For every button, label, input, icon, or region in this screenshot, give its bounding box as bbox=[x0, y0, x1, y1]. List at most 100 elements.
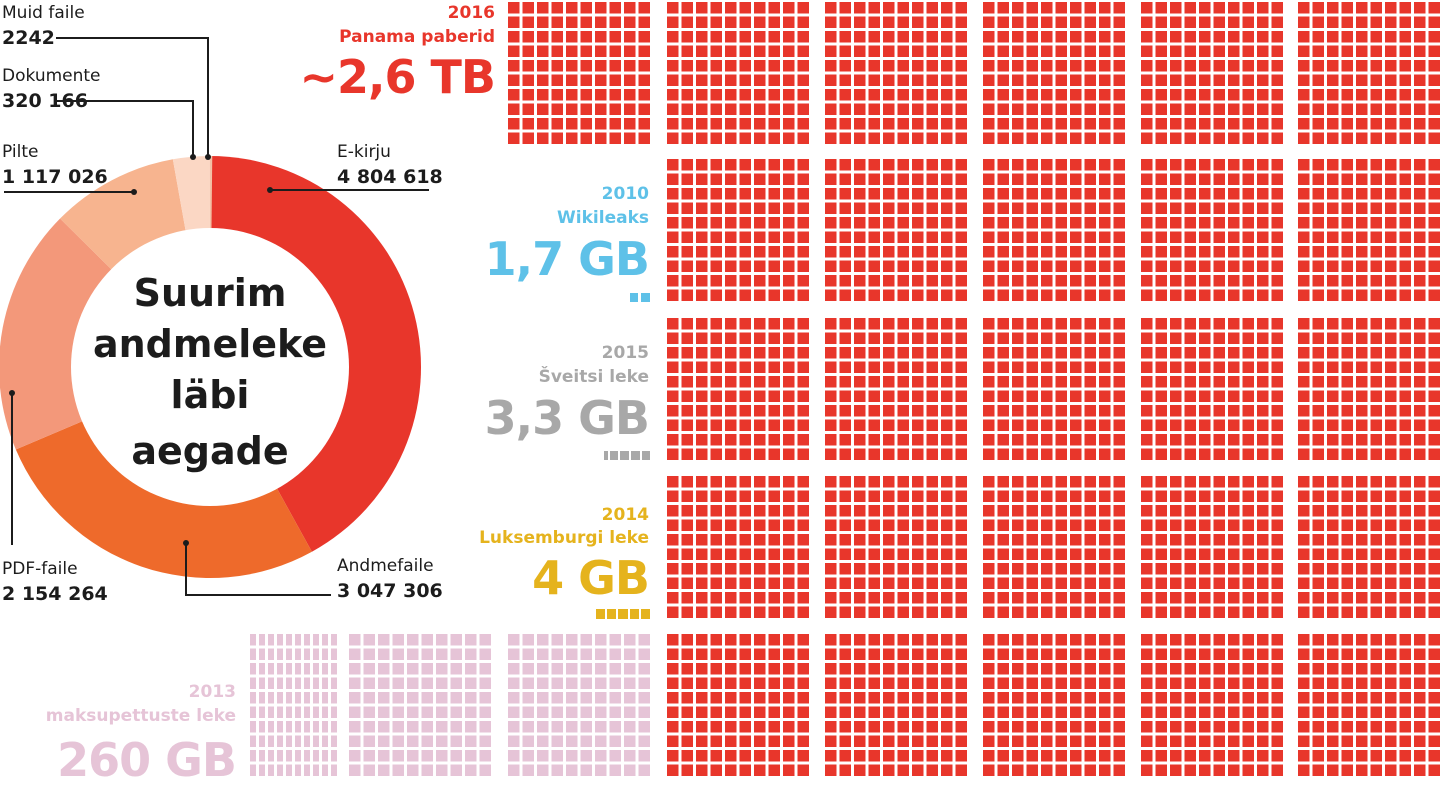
data-block bbox=[883, 476, 895, 488]
data-block bbox=[768, 45, 780, 57]
data-block bbox=[1385, 677, 1397, 689]
data-block bbox=[1099, 202, 1111, 214]
data-block bbox=[1055, 202, 1067, 214]
data-block bbox=[739, 159, 751, 171]
data-block bbox=[1370, 260, 1382, 272]
data-block bbox=[1026, 606, 1038, 618]
data-block bbox=[897, 188, 909, 200]
data-block bbox=[1341, 2, 1353, 14]
data-block bbox=[1070, 519, 1082, 531]
data-block bbox=[696, 118, 708, 130]
data-block bbox=[868, 490, 880, 502]
data-block bbox=[1055, 648, 1067, 660]
data-block bbox=[825, 534, 837, 546]
data-block bbox=[1242, 2, 1254, 14]
data-block bbox=[1312, 246, 1324, 258]
data-block bbox=[1298, 275, 1310, 287]
data-block bbox=[768, 634, 780, 646]
data-block bbox=[421, 692, 433, 704]
data-block bbox=[797, 563, 809, 575]
data-block bbox=[1399, 118, 1411, 130]
data-block bbox=[725, 663, 737, 675]
data-block bbox=[1213, 721, 1225, 733]
data-block bbox=[868, 721, 880, 733]
data-block bbox=[912, 231, 924, 243]
data-block bbox=[1084, 202, 1096, 214]
data-block bbox=[580, 634, 592, 646]
wikileaks-marker bbox=[630, 293, 650, 302]
data-block bbox=[912, 677, 924, 689]
data-block bbox=[955, 419, 967, 431]
data-block bbox=[883, 347, 895, 359]
data-block bbox=[1199, 390, 1211, 402]
data-block bbox=[710, 188, 722, 200]
data-block bbox=[1041, 750, 1053, 762]
data-block bbox=[868, 16, 880, 28]
data-block bbox=[941, 361, 953, 373]
data-block bbox=[268, 764, 274, 776]
data-block bbox=[1414, 750, 1426, 762]
data-block bbox=[479, 735, 491, 747]
data-block bbox=[1228, 347, 1240, 359]
data-block bbox=[1356, 735, 1368, 747]
data-block bbox=[1257, 260, 1269, 272]
data-block bbox=[1155, 16, 1167, 28]
data-block bbox=[912, 159, 924, 171]
data-block bbox=[1141, 289, 1153, 301]
data-block bbox=[1428, 505, 1440, 517]
data-block bbox=[1242, 548, 1254, 560]
data-block bbox=[595, 648, 607, 660]
data-block bbox=[1141, 735, 1153, 747]
data-block bbox=[1012, 188, 1024, 200]
data-block bbox=[259, 735, 265, 747]
data-block bbox=[1414, 89, 1426, 101]
data-block bbox=[322, 764, 328, 776]
data-block bbox=[1026, 648, 1038, 660]
data-block bbox=[854, 721, 866, 733]
data-block bbox=[1370, 159, 1382, 171]
data-block bbox=[349, 677, 361, 689]
data-block bbox=[1055, 332, 1067, 344]
data-block bbox=[638, 60, 650, 72]
data-block bbox=[508, 706, 520, 718]
data-block bbox=[883, 434, 895, 446]
data-block bbox=[1242, 231, 1254, 243]
data-block bbox=[710, 217, 722, 229]
data-block bbox=[897, 750, 909, 762]
data-block bbox=[941, 16, 953, 28]
data-block bbox=[1399, 750, 1411, 762]
data-block bbox=[1428, 764, 1440, 776]
data-block bbox=[1099, 721, 1111, 733]
data-block bbox=[1012, 202, 1024, 214]
data-block bbox=[304, 706, 310, 718]
data-block bbox=[1184, 217, 1196, 229]
data-block bbox=[926, 31, 938, 43]
data-block bbox=[926, 634, 938, 646]
data-block bbox=[912, 347, 924, 359]
data-block bbox=[638, 118, 650, 130]
data-block bbox=[1228, 132, 1240, 144]
data-block bbox=[1026, 663, 1038, 675]
data-block bbox=[1271, 361, 1283, 373]
data-block bbox=[1141, 318, 1153, 330]
data-block bbox=[322, 706, 328, 718]
data-block bbox=[1228, 648, 1240, 660]
data-block bbox=[537, 60, 549, 72]
data-block bbox=[696, 60, 708, 72]
data-block bbox=[1155, 764, 1167, 776]
data-block bbox=[725, 31, 737, 43]
data-block bbox=[941, 31, 953, 43]
data-block bbox=[754, 563, 766, 575]
data-block bbox=[1341, 505, 1353, 517]
leader-lines bbox=[4, 37, 429, 596]
data-block bbox=[941, 45, 953, 57]
data-block bbox=[1341, 606, 1353, 618]
data-block bbox=[1257, 764, 1269, 776]
data-block bbox=[1012, 332, 1024, 344]
data-block bbox=[1084, 347, 1096, 359]
data-block bbox=[883, 2, 895, 14]
data-block bbox=[465, 663, 477, 675]
data-block bbox=[1041, 490, 1053, 502]
data-block bbox=[839, 577, 851, 589]
data-block bbox=[1055, 2, 1067, 14]
